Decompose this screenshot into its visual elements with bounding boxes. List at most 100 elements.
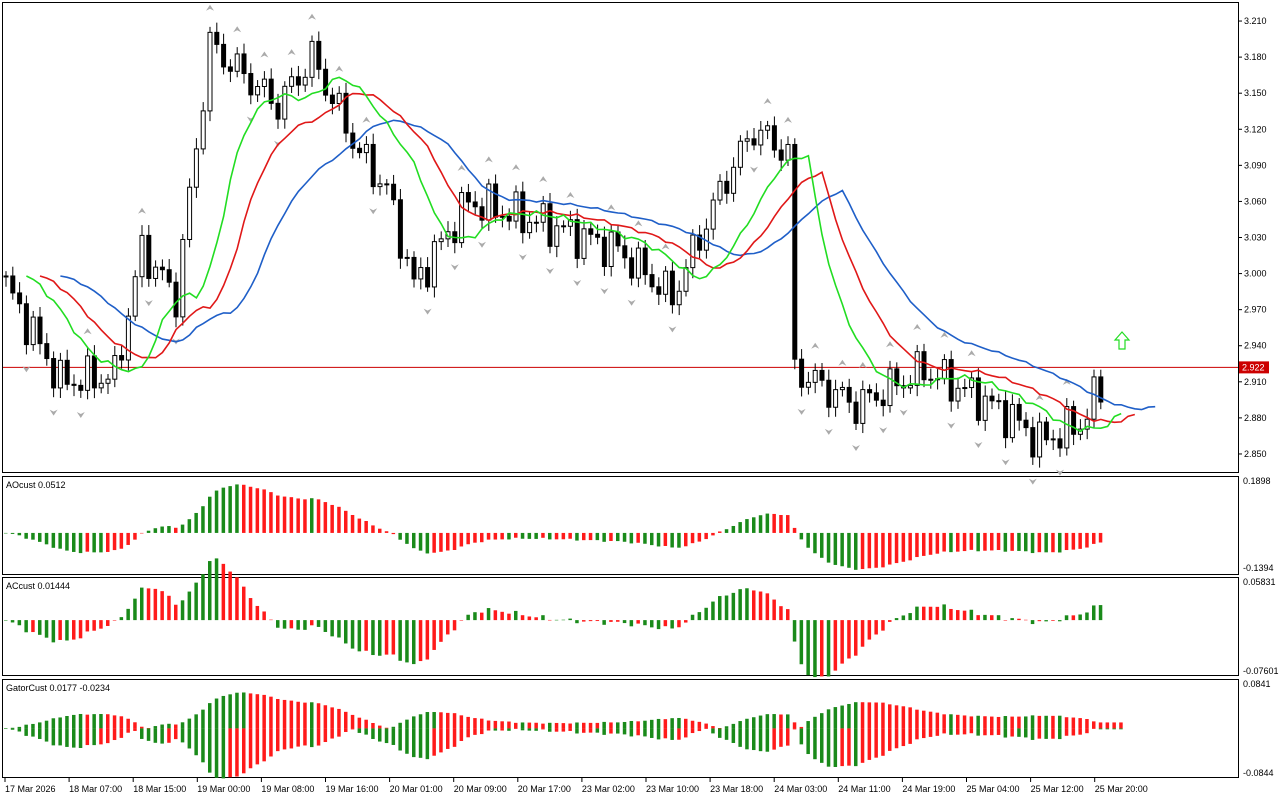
gator-lower-bar — [935, 728, 940, 736]
candle-body — [105, 378, 111, 384]
fractal-marker-icon — [661, 243, 670, 250]
gator-upper-bar — [337, 708, 341, 729]
ac-min-label: -0.07601 — [1243, 666, 1279, 676]
candle-body — [880, 399, 886, 407]
histogram-bar — [1024, 532, 1028, 552]
gator-upper-bar — [296, 701, 300, 729]
histogram-bar — [690, 532, 695, 544]
gator-lower-bar — [214, 728, 219, 778]
histogram-bar — [779, 515, 783, 533]
time-tick-label: 17 Mar 2026 — [5, 784, 56, 794]
gator-lower-bar — [1071, 728, 1076, 736]
fractal-marker-icon — [1062, 378, 1071, 385]
fractal-marker-icon — [824, 428, 833, 435]
candle-body — [574, 219, 580, 259]
histogram-bar — [160, 526, 164, 533]
gator-upper-bar — [602, 721, 606, 729]
gator-upper-bar — [507, 721, 511, 729]
gator-upper-bar — [867, 702, 872, 729]
candle-body — [200, 110, 206, 150]
histogram-bar — [1058, 532, 1062, 553]
gator-lower-bar — [112, 728, 117, 741]
gator-lower-bar — [969, 728, 974, 734]
gator-upper-bar — [949, 714, 953, 729]
candle-body — [948, 359, 954, 402]
histogram-bar — [480, 532, 484, 543]
gator-upper-bar — [17, 726, 22, 729]
histogram-bar — [337, 506, 341, 533]
gator-lower-bar — [418, 728, 423, 758]
gator-lower-bar — [847, 728, 851, 766]
ac-histogram — [4, 558, 1103, 678]
gator-lower-bar — [330, 728, 334, 739]
gator-upper-bar — [187, 718, 192, 729]
histogram-bar — [786, 609, 790, 621]
candle-body — [261, 78, 267, 88]
histogram-bar — [276, 620, 280, 628]
histogram-bar — [330, 504, 334, 533]
gator-upper-bar — [146, 728, 151, 729]
candle-body — [969, 377, 975, 389]
fractal-marker-icon — [634, 220, 643, 227]
candle-body — [384, 183, 390, 186]
gator-upper-bar — [840, 705, 844, 729]
fractal-marker-icon — [1056, 469, 1064, 476]
candle-body — [819, 369, 825, 381]
candle-body — [656, 286, 662, 295]
candle-body — [982, 395, 988, 421]
fractal-marker-icon — [512, 164, 520, 171]
gator-upper-bar — [847, 703, 851, 729]
gator-upper-bar — [31, 723, 35, 729]
histogram-bar — [180, 600, 185, 621]
histogram-bar — [425, 620, 430, 660]
gator-upper-bar — [718, 728, 722, 729]
histogram-bar — [745, 588, 749, 621]
gator-lower-bar — [242, 728, 246, 774]
histogram-bar — [10, 532, 15, 534]
histogram-bar — [527, 532, 532, 539]
gator-upper-bar — [167, 723, 171, 729]
gator-upper-bar — [779, 714, 783, 729]
gator-upper-bar — [860, 702, 865, 729]
gator-upper-bar — [922, 710, 926, 729]
histogram-bar — [493, 532, 498, 540]
fractal-markers — [22, 4, 1071, 485]
histogram-bar — [432, 532, 436, 553]
gator-upper-bar — [1085, 718, 1089, 729]
gator-lower-bar — [996, 728, 1001, 735]
gator-lower-bar — [160, 728, 164, 744]
histogram-bar — [554, 532, 559, 540]
candle-body — [1071, 406, 1077, 435]
fractal-marker-icon — [858, 361, 867, 368]
histogram-bar — [384, 531, 389, 533]
gator-lower-bar — [99, 728, 103, 745]
gator-upper-bar — [711, 726, 715, 729]
time-tick-label: 20 Mar 09:00 — [454, 784, 507, 794]
histogram-bar — [650, 532, 654, 546]
histogram-bar — [738, 589, 742, 621]
candle-body — [404, 256, 410, 259]
histogram-bar — [956, 610, 960, 621]
gator-upper-bar — [684, 718, 688, 729]
histogram-bar — [561, 532, 566, 540]
candle-body — [146, 234, 152, 279]
histogram-bar — [371, 525, 375, 533]
histogram-bar — [316, 620, 321, 627]
histogram-bar — [990, 532, 994, 551]
candle-body — [873, 392, 879, 401]
histogram-bar — [575, 532, 579, 541]
histogram-bar — [704, 607, 708, 621]
gator-min-label: -0.0844 — [1243, 768, 1274, 778]
histogram-bar — [514, 610, 518, 621]
histogram-bar — [643, 532, 647, 544]
histogram-bar — [854, 532, 858, 570]
candle-body — [64, 359, 70, 385]
candle-body — [139, 234, 145, 278]
histogram-bar — [1010, 532, 1014, 551]
gator-upper-bar — [99, 714, 103, 729]
gator-upper-bar — [820, 713, 824, 729]
histogram-bar — [833, 620, 838, 671]
candle-body — [567, 219, 573, 227]
gator-lower-bar — [201, 728, 205, 763]
